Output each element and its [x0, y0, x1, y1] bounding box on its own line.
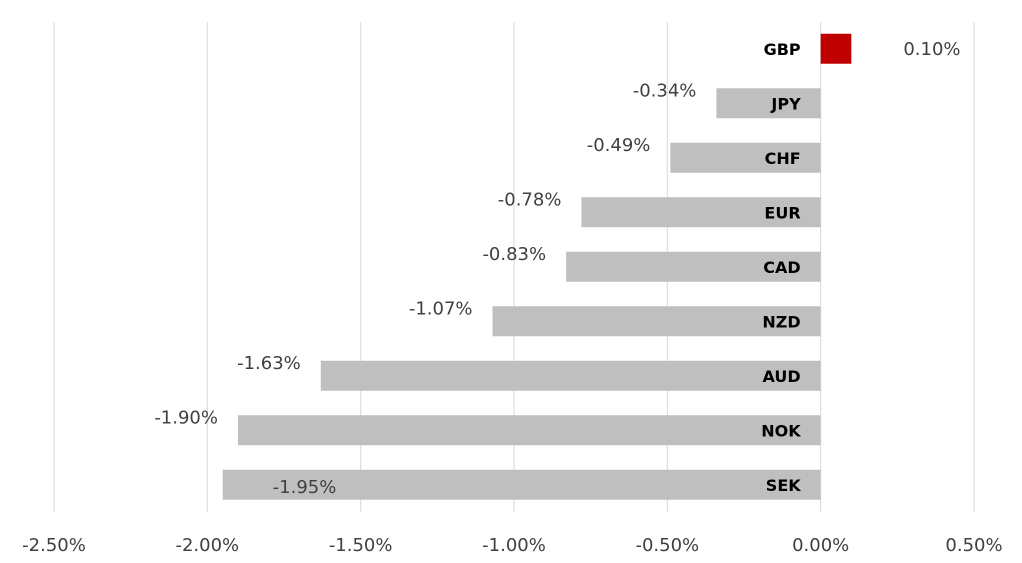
x-tick-label: 0.00%	[792, 535, 849, 556]
label-layer: GBP 0.10% JPY -0.34% CHF -0.49% EUR -0.78% CAD -0…	[154, 39, 960, 498]
data-label: -0.34%	[633, 80, 697, 101]
x-tick-label: -1.50%	[329, 535, 393, 556]
bar-layer	[222, 33, 852, 500]
x-axis-ticks: -2.50% -2.00% -1.50% -1.00% -0.50% 0.00% 0.50%	[22, 535, 1002, 556]
x-tick-label: -2.00%	[175, 535, 239, 556]
data-label: -0.78%	[498, 189, 562, 210]
bar-aud	[320, 360, 821, 391]
category-label: SEK	[766, 476, 801, 495]
bar-nok	[238, 415, 821, 446]
category-label: JPY	[770, 94, 801, 113]
x-tick-label: 0.50%	[945, 535, 1002, 556]
data-label: -0.49%	[587, 135, 651, 156]
x-tick-label: -1.00%	[482, 535, 546, 556]
data-label: -1.07%	[409, 298, 473, 319]
bar-sek	[222, 469, 821, 500]
bar-nzd	[492, 306, 821, 337]
x-tick-label: -0.50%	[635, 535, 699, 556]
category-label: CAD	[763, 258, 800, 277]
x-tick-label: -2.50%	[22, 535, 86, 556]
bar-eur	[581, 197, 821, 228]
bar-jpy	[716, 88, 821, 119]
bar-chf	[670, 142, 821, 173]
data-label: -1.90%	[154, 407, 218, 428]
category-label: CHF	[765, 149, 801, 168]
category-label: GBP	[764, 40, 801, 59]
data-label: -0.83%	[482, 244, 546, 265]
data-label: -1.63%	[237, 353, 301, 374]
bar-cad	[566, 251, 821, 282]
category-label: NOK	[761, 421, 801, 440]
bar-gbp	[820, 33, 852, 64]
data-label: -1.95%	[273, 477, 337, 498]
data-label: 0.10%	[903, 39, 960, 60]
category-label: AUD	[762, 367, 800, 386]
category-label: EUR	[764, 203, 800, 222]
category-label: NZD	[762, 312, 800, 331]
